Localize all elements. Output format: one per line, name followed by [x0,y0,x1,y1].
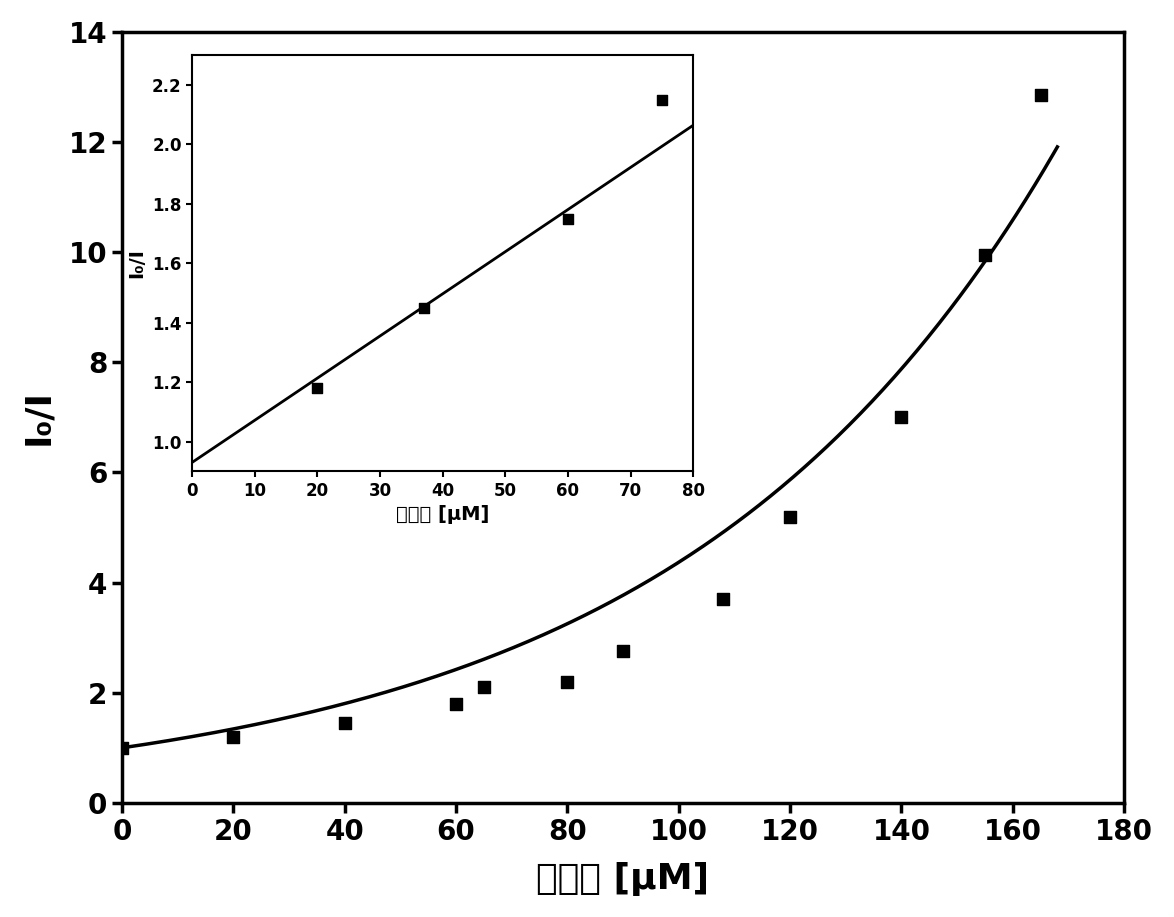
Point [474,679,493,694]
Point [976,248,994,262]
Point [892,410,911,425]
Point [558,674,576,689]
X-axis label: 甲硝唠 [μM]: 甲硝唠 [μM] [537,862,709,896]
Point [1031,88,1050,103]
Point [614,644,633,658]
Point [336,715,355,730]
Y-axis label: I₀/I: I₀/I [21,390,55,446]
Point [224,730,243,745]
Point [446,696,465,711]
Point [113,741,131,756]
Point [714,591,733,606]
Point [781,509,799,524]
